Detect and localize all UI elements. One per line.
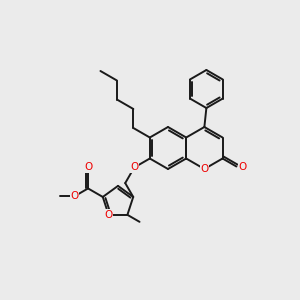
Text: O: O: [70, 191, 78, 201]
Text: O: O: [238, 161, 247, 172]
Text: O: O: [130, 163, 138, 172]
Text: O: O: [200, 164, 208, 174]
Text: O: O: [104, 210, 113, 220]
Text: O: O: [84, 162, 92, 172]
